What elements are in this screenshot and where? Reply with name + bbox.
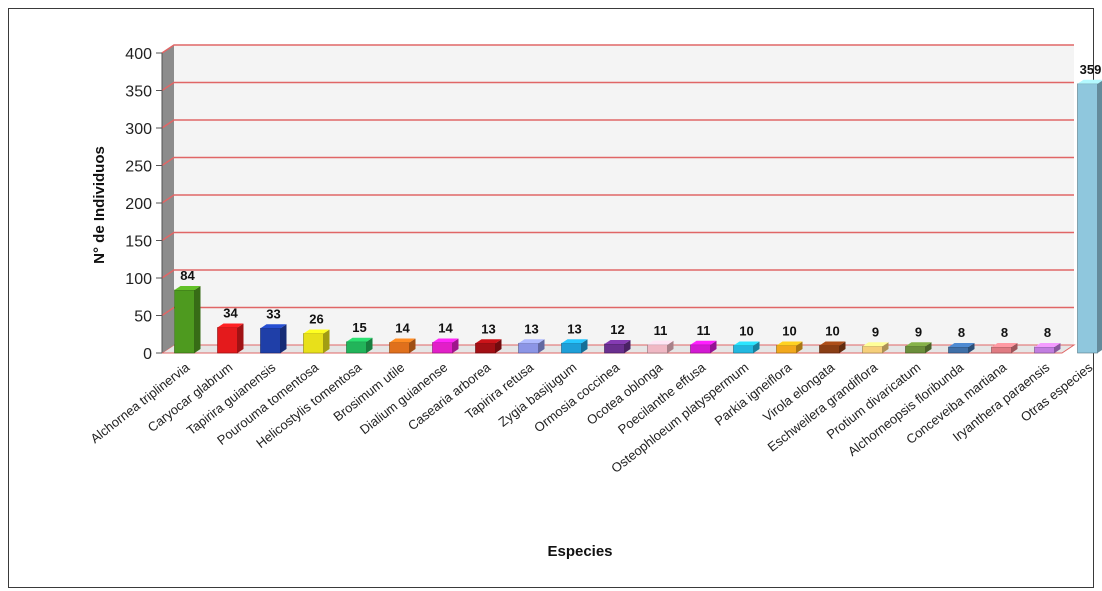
bar [819, 341, 846, 354]
bar [303, 329, 330, 354]
data-label: 11 [654, 323, 668, 338]
bar [733, 341, 760, 354]
y-tick-label: 300 [125, 121, 152, 138]
y-axis-label: N° de Individuos [91, 146, 108, 264]
bar [432, 338, 459, 354]
data-label: 13 [567, 321, 581, 336]
bar [991, 343, 1018, 354]
bar [217, 323, 244, 354]
data-label: 14 [438, 321, 453, 336]
y-tick-label: 0 [143, 346, 152, 363]
data-label: 9 [915, 324, 922, 339]
gridline [161, 194, 1074, 204]
data-label: 13 [524, 321, 538, 336]
bar [518, 339, 545, 354]
gridline [161, 81, 1074, 92]
bar [260, 324, 287, 354]
bar [174, 286, 201, 354]
y-tick-label: 350 [125, 84, 152, 101]
x-axis-label: Especies [547, 543, 612, 560]
y-tick-label: 400 [125, 46, 152, 63]
gridline [161, 44, 1074, 54]
data-label: 10 [739, 324, 753, 339]
bar [346, 337, 373, 354]
y-tick-label: 100 [125, 271, 152, 288]
bar [604, 340, 631, 354]
data-label: 15 [352, 320, 366, 335]
y-tick-label: 50 [134, 309, 152, 326]
bar [776, 341, 803, 354]
data-label: 26 [309, 312, 323, 327]
bar [948, 343, 975, 354]
data-label: 12 [610, 322, 624, 337]
bar [862, 342, 889, 354]
bar [475, 339, 502, 354]
data-label: 9 [872, 324, 879, 339]
data-label: 14 [395, 321, 410, 336]
data-label: 84 [180, 268, 195, 283]
gridline [161, 156, 1074, 167]
data-label: 13 [481, 321, 495, 336]
data-label: 8 [1001, 325, 1008, 340]
bar [1077, 79, 1102, 354]
data-label: 11 [697, 323, 711, 338]
data-label: 34 [223, 306, 238, 321]
y-tick-label: 250 [125, 159, 152, 176]
bar [905, 342, 932, 354]
data-label: 359 [1080, 62, 1102, 77]
data-label: 10 [825, 324, 839, 339]
gridline [161, 269, 1074, 279]
data-label: 8 [1044, 325, 1051, 340]
y-tick-label: 200 [125, 196, 152, 213]
data-label: 33 [266, 306, 280, 321]
gridline [161, 306, 1074, 317]
x-tick-label: Parkia igneiflora [712, 359, 795, 429]
data-label: 10 [782, 324, 796, 339]
bar [647, 340, 674, 354]
bar [389, 338, 416, 354]
gridline [161, 231, 1074, 242]
bar [1034, 343, 1061, 354]
bar [690, 340, 717, 354]
gridline [161, 119, 1074, 129]
bar [561, 339, 588, 354]
y-tick-label: 150 [125, 234, 152, 251]
data-label: 8 [958, 325, 965, 340]
